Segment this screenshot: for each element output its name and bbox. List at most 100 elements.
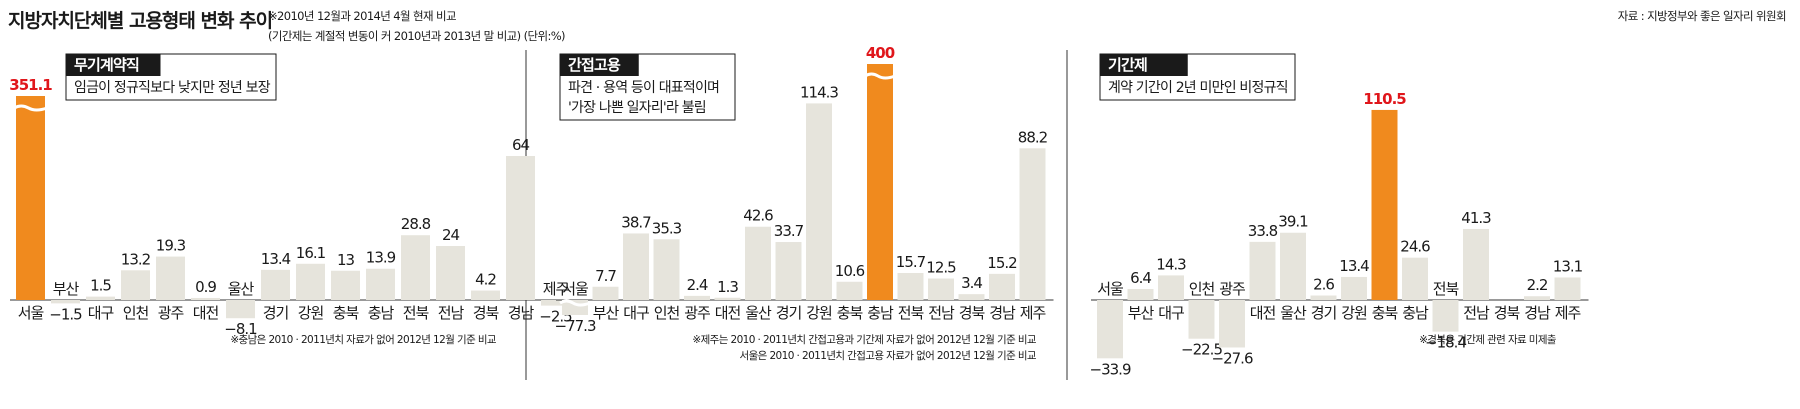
category-label-광주: 광주: [1219, 280, 1245, 298]
category-label-경남: 경남: [1524, 304, 1551, 322]
category-label-서울: 서울: [1097, 280, 1123, 298]
value-label-경기: 2.6: [1313, 276, 1334, 294]
bar-부산: [1127, 288, 1154, 300]
category-label-대전: 대전: [193, 304, 219, 322]
value-label-충남: 13.9: [366, 249, 396, 267]
bar-경기: [261, 269, 290, 300]
value-label-울산: 42.6: [743, 207, 773, 225]
bar-대구: [1158, 275, 1184, 300]
info-box-description: 계약 기간이 2년 미만인 비정규직: [1108, 80, 1288, 96]
bar-인천: [653, 239, 680, 300]
category-label-충남: 충남: [368, 304, 395, 322]
value-label-충북: 13: [337, 251, 355, 269]
category-label-대구: 대구: [88, 304, 114, 322]
bar-충남: [366, 268, 395, 300]
category-label-전남: 전남: [928, 304, 955, 322]
bar-대전: [191, 297, 220, 300]
category-label-경기: 경기: [1311, 304, 1337, 322]
value-label-강원: 16.1: [296, 244, 326, 262]
value-label-대구: 14.3: [1156, 255, 1186, 273]
bar-광주: [156, 256, 185, 300]
info-box-title: 간접고용: [568, 56, 621, 74]
bar-경북: [958, 294, 985, 300]
value-label-강원: 13.4: [1339, 257, 1369, 275]
bar-강원: [296, 263, 325, 300]
bar-강원: [1341, 276, 1367, 300]
value-label-경남: 15.2: [987, 254, 1017, 272]
bar-break-서울: [559, 299, 591, 307]
bar-서울: [16, 96, 45, 300]
category-label-대전: 대전: [1250, 304, 1276, 322]
bar-대전: [714, 297, 741, 300]
category-label-경북: 경북: [1494, 304, 1520, 322]
bar-break-충남: [864, 72, 896, 80]
subtitle-line-2: (기간제는 계절적 변동이 커 2010년과 2013년 말 비교) (단위:%…: [268, 29, 566, 43]
category-label-울산: 울산: [228, 280, 255, 298]
info-box-description: 파견 · 용역 등이 대표적이며: [568, 80, 719, 96]
category-label-경남: 경남: [508, 304, 535, 322]
info-box-header: [560, 54, 639, 76]
value-label-제주: 13.1: [1553, 257, 1583, 275]
category-label-인천: 인천: [123, 304, 149, 322]
value-label-경남: 2.2: [1527, 276, 1548, 294]
category-label-광주: 광주: [158, 304, 184, 322]
bar-제주: [1019, 148, 1046, 300]
bar-전북: [897, 272, 924, 300]
value-label-전북: −18.4: [1425, 334, 1466, 352]
bar-인천: [121, 270, 150, 300]
category-label-충북: 충북: [837, 304, 863, 322]
footnote: 서울은 2010 · 2011년치 간접고용 자료가 없어 2012년 12월 …: [740, 349, 1037, 362]
category-label-충남: 충남: [1402, 304, 1429, 322]
value-label-부산: 7.7: [595, 267, 616, 285]
category-label-경기: 경기: [776, 304, 802, 322]
category-label-전북: 전북: [403, 304, 429, 322]
value-label-전남: 24: [442, 226, 460, 244]
category-label-서울: 서울: [18, 304, 44, 322]
category-label-인천: 인천: [654, 304, 680, 322]
category-label-강원: 강원: [1341, 304, 1367, 322]
category-label-전남: 전남: [438, 304, 465, 322]
bar-대구: [623, 233, 649, 300]
value-label-경기: 33.7: [774, 222, 804, 240]
bar-충북: [331, 270, 360, 300]
value-label-전남: 12.5: [926, 259, 956, 277]
bar-대구: [86, 296, 115, 300]
value-label-충북: 10.6: [835, 262, 865, 280]
value-label-부산: −1.5: [49, 305, 82, 323]
category-label-대구: 대구: [623, 304, 649, 322]
category-label-대전: 대전: [715, 304, 741, 322]
category-label-제주: 제주: [1555, 304, 1581, 322]
category-label-경남: 경남: [989, 304, 1016, 322]
bar-경남: [506, 156, 535, 300]
value-label-경북: 3.4: [961, 274, 982, 292]
category-label-경기: 경기: [263, 304, 289, 322]
category-label-경북: 경북: [473, 304, 499, 322]
bar-전북: [1432, 300, 1459, 332]
bar-광주: [684, 295, 710, 300]
bar-인천: [1188, 300, 1215, 339]
info-box-header: [1100, 54, 1188, 76]
category-label-서울: 서울: [562, 280, 588, 298]
category-label-광주: 광주: [684, 304, 710, 322]
footnote: ※제주는 2010 · 2011년치 간접고용과 기간제 자료가 없어 2012…: [692, 333, 1037, 346]
value-label-서울: −77.3: [555, 317, 596, 335]
category-label-충북: 충북: [333, 304, 359, 322]
category-label-부산: 부산: [1128, 304, 1155, 322]
category-label-충남: 충남: [867, 304, 894, 322]
value-label-서울: 351.1: [9, 76, 52, 94]
value-label-전북: 15.7: [896, 253, 926, 271]
info-box-title: 기간제: [1108, 56, 1147, 74]
bar-울산: [745, 226, 771, 300]
bar-충남: [1402, 257, 1428, 300]
bar-광주: [1219, 300, 1245, 348]
bar-울산: [226, 300, 255, 319]
bar-충북: [1371, 109, 1398, 300]
value-label-전남: 41.3: [1461, 209, 1491, 227]
value-label-충남: 24.6: [1400, 238, 1430, 256]
bar-전남: [436, 246, 465, 300]
bar-울산: [1280, 232, 1306, 300]
category-label-충북: 충북: [1372, 304, 1398, 322]
category-label-제주: 제주: [543, 280, 569, 298]
bar-부산: [51, 300, 80, 304]
